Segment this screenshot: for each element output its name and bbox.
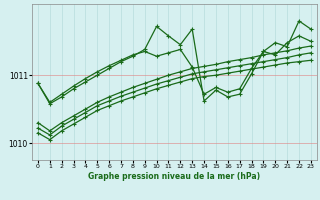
X-axis label: Graphe pression niveau de la mer (hPa): Graphe pression niveau de la mer (hPa) [88,172,260,181]
